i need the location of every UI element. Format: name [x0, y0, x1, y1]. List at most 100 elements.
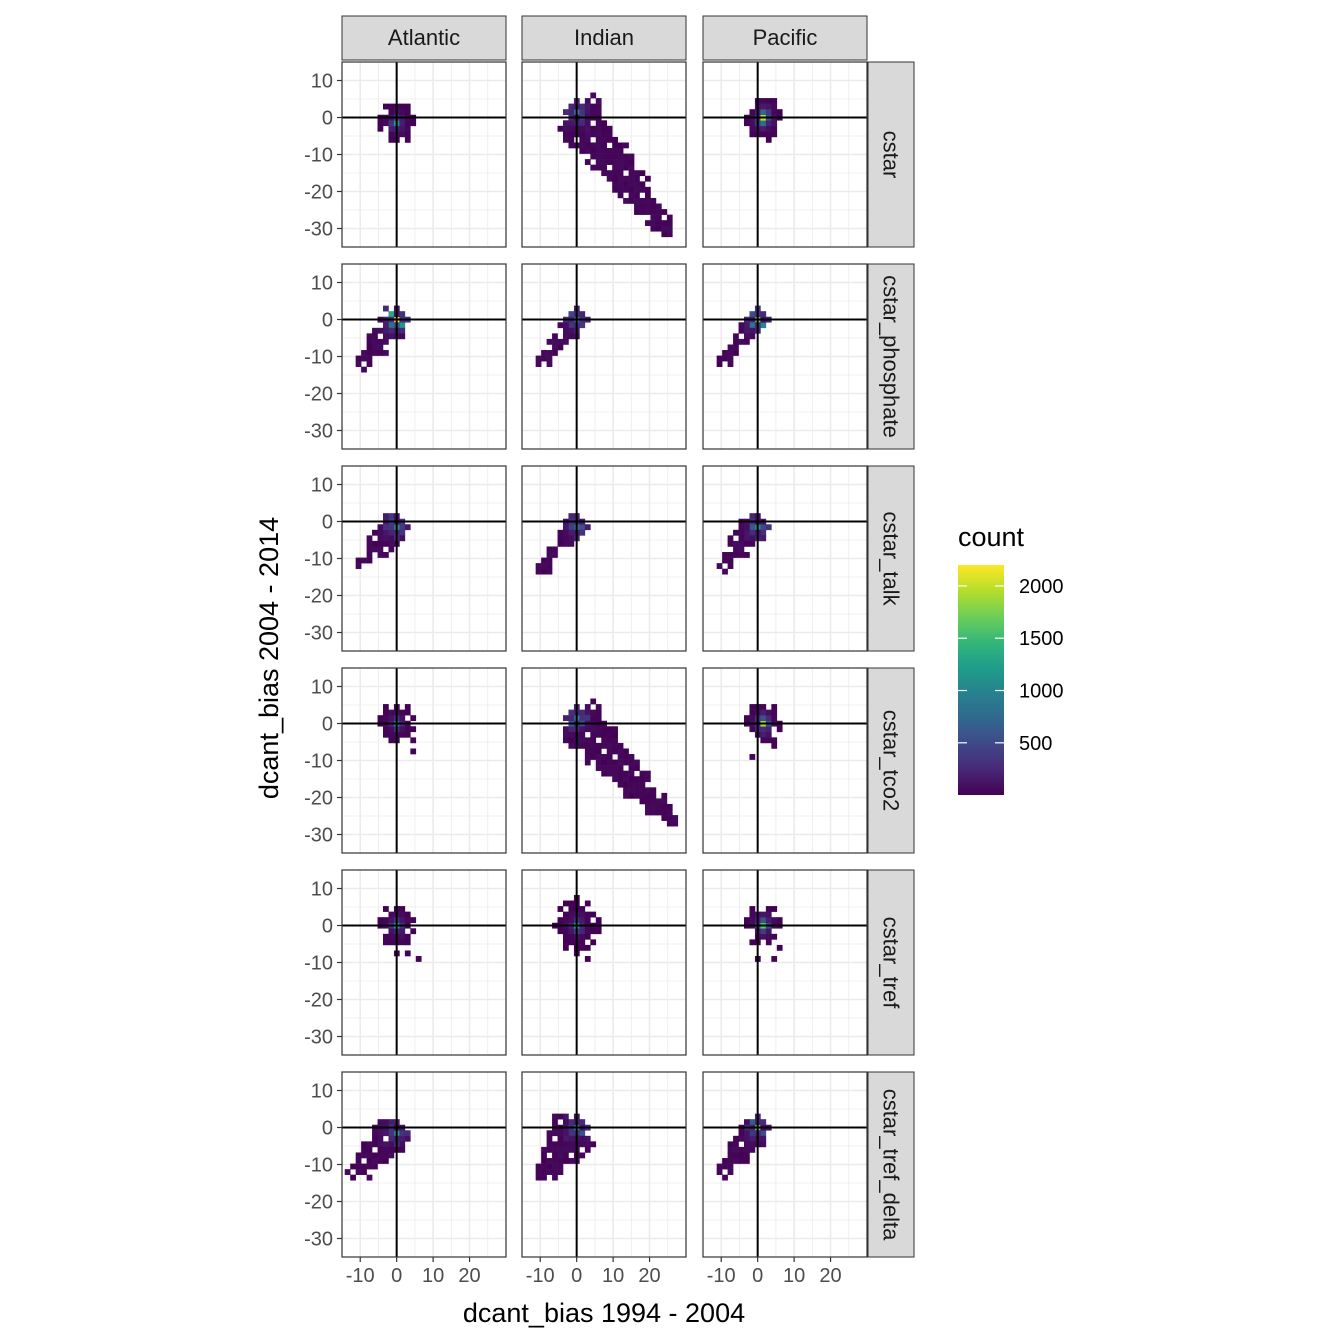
- heatmap-bin: [645, 787, 651, 794]
- panel-border: [702, 1071, 868, 1258]
- heatmap-bin: [590, 164, 597, 171]
- heatmap-bin: [749, 906, 756, 912]
- heatmap-bin: [595, 748, 602, 755]
- heatmap-bin: [541, 1169, 547, 1175]
- heatmap-bin: [771, 742, 778, 749]
- heatmap-bin: [590, 131, 597, 138]
- heatmap-bin: [601, 742, 608, 749]
- heatmap-bin: [716, 1169, 723, 1175]
- heatmap-bin: [355, 557, 362, 564]
- heatmap-bin: [399, 311, 406, 318]
- heatmap-bin: [366, 350, 373, 356]
- heatmap-bin: [744, 327, 750, 334]
- heatmap-bin: [563, 131, 569, 138]
- heatmap-bin: [568, 142, 575, 149]
- heatmap-bin: [388, 911, 395, 918]
- heatmap-bin: [579, 103, 586, 110]
- heatmap-bin: [584, 956, 591, 962]
- heatmap-bin: [634, 192, 640, 199]
- heatmap-bin: [557, 1146, 564, 1153]
- heatmap-bin: [404, 917, 411, 924]
- heatmap-bin: [634, 181, 640, 188]
- heatmap-bin: [579, 944, 586, 951]
- heatmap-bin: [612, 770, 618, 777]
- heatmap-bin: [727, 552, 734, 558]
- heatmap-bin: [590, 737, 597, 744]
- heatmap-bin: [388, 709, 395, 716]
- heatmap-bin: [563, 933, 569, 940]
- heatmap-bin: [590, 709, 597, 716]
- heatmap-bin: [655, 225, 662, 232]
- heatmap-bin: [606, 148, 613, 154]
- heatmap-bin: [765, 737, 772, 744]
- heatmap-bin: [541, 355, 547, 362]
- heatmap-bin: [628, 164, 635, 171]
- heatmap-bin: [771, 715, 778, 722]
- heatmap-bin: [372, 350, 378, 356]
- heatmap-bin: [546, 361, 553, 367]
- heatmap-bin: [650, 225, 657, 232]
- heatmap-bin: [568, 322, 575, 329]
- heatmap-bin: [377, 535, 384, 542]
- x-tick-label: 10: [783, 1265, 805, 1287]
- heatmap-bin: [383, 338, 389, 345]
- heatmap-bin: [617, 186, 624, 193]
- heatmap-bin: [738, 1152, 745, 1159]
- heatmap-bin: [617, 742, 624, 749]
- heatmap-bin: [727, 350, 734, 356]
- heatmap-bin: [399, 1141, 406, 1148]
- heatmap-bin: [623, 776, 629, 783]
- y-tick-label: 0: [322, 108, 333, 130]
- heatmap-bin: [733, 1152, 739, 1159]
- heatmap-bin: [568, 742, 575, 749]
- heatmap-bin: [760, 125, 767, 132]
- heatmap-bin: [377, 524, 384, 531]
- facet-panel: [521, 61, 687, 248]
- heatmap-bin: [541, 568, 547, 575]
- heatmap-bins: [535, 305, 591, 367]
- heatmap-bin: [733, 1135, 739, 1142]
- heatmap-bin: [771, 737, 778, 744]
- heatmap-bin: [366, 1152, 373, 1159]
- heatmap-bin: [749, 726, 756, 733]
- heatmap-bin: [666, 220, 673, 227]
- heatmap-bin: [404, 125, 411, 132]
- axes: 100-10-20-30100-10-20-30100-10-20-30100-…: [304, 71, 842, 1288]
- heatmap-bin: [383, 726, 389, 733]
- heatmap-bin: [557, 1163, 564, 1170]
- heatmap-bin: [541, 350, 547, 356]
- heatmap-bin: [541, 1146, 547, 1153]
- heatmap-bin: [563, 1141, 569, 1148]
- heatmap-bin: [568, 709, 575, 716]
- x-tick-label: 10: [422, 1265, 444, 1287]
- heatmap-bin: [563, 911, 569, 918]
- y-tick-label: -10: [304, 751, 333, 773]
- heatmap-bin: [727, 540, 734, 547]
- heatmap-bin: [650, 787, 657, 794]
- y-tick-label: -20: [304, 384, 333, 406]
- heatmap-bin: [361, 355, 367, 362]
- heatmap-bin: [655, 203, 662, 210]
- heatmap-bin: [563, 928, 569, 935]
- facet-strip-column-label: Pacific: [753, 25, 818, 50]
- heatmap-bin: [361, 1163, 367, 1170]
- heatmap-bin: [617, 192, 624, 199]
- heatmap-bin: [584, 900, 591, 907]
- heatmap-bin: [388, 939, 395, 946]
- heatmap-bin: [366, 546, 373, 553]
- heatmap-bin: [541, 557, 547, 564]
- heatmap-bin: [557, 1158, 564, 1164]
- heatmap-bin: [595, 103, 602, 110]
- heatmap-bin: [722, 1174, 728, 1181]
- facet-panel: [521, 1071, 687, 1258]
- heatmap-bin: [584, 148, 591, 154]
- facet-strip-row-label: cstar_tref_delta: [879, 1089, 904, 1241]
- heatmap-bin: [568, 917, 575, 924]
- heatmap-bin: [557, 928, 564, 935]
- heatmap-bin: [557, 1113, 564, 1120]
- heatmap-bin: [563, 125, 569, 132]
- panel-border: [702, 869, 868, 1056]
- heatmap-bin: [584, 120, 591, 127]
- heatmap-bin: [552, 1130, 558, 1137]
- heatmap-bin: [557, 1169, 564, 1175]
